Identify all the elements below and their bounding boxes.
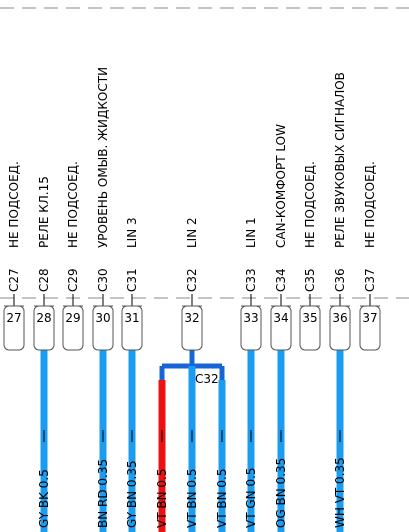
pin-id: C29 bbox=[66, 268, 80, 292]
wire-label: BN RD 0.35 bbox=[96, 459, 110, 528]
pin-id: C30 bbox=[96, 268, 110, 292]
pin-label: LIN 3 bbox=[125, 217, 139, 248]
pin-number: 27 bbox=[6, 311, 21, 325]
pin-label: РЕЛЕ ЗВУКОВЫХ СИГНАЛОВ bbox=[333, 72, 347, 248]
pin-label: LIN 1 bbox=[244, 217, 258, 248]
pin-label: CAN-КОМФОРТ LOW bbox=[274, 124, 288, 248]
wire-label: GY BN 0.35 bbox=[125, 460, 139, 528]
wire-label: OG BN 0.35 bbox=[274, 458, 288, 528]
pin-id: C37 bbox=[363, 268, 377, 292]
pin-number: 36 bbox=[332, 311, 347, 325]
pin-number: 32 bbox=[184, 311, 199, 325]
pin-id: C32 bbox=[185, 268, 199, 292]
pin-label: НЕ ПОДСОЕД. bbox=[303, 161, 317, 248]
pin-label: НЕ ПОДСОЕД. bbox=[66, 161, 80, 248]
pin-id: C33 bbox=[244, 268, 258, 292]
wire-label: VT BN 0.5 bbox=[215, 469, 229, 528]
wire-label: VT GN 0.5 bbox=[244, 467, 258, 528]
pin-id: C35 bbox=[303, 268, 317, 292]
pin-label: УРОВЕНЬ ОМЫВ. ЖИДКОСТИ bbox=[96, 67, 110, 248]
wire-label: VT BN 0.5 bbox=[185, 469, 199, 528]
pin-id: C34 bbox=[274, 268, 288, 292]
pin-id: C28 bbox=[37, 268, 51, 292]
pin-id: C31 bbox=[125, 268, 139, 292]
pin-number: 34 bbox=[273, 311, 288, 325]
pin-number: 29 bbox=[65, 311, 80, 325]
splice-label: C32 bbox=[195, 372, 219, 386]
wire-label: GY BK 0.5 bbox=[37, 469, 51, 528]
pin-id: C36 bbox=[333, 268, 347, 292]
pin-number: 35 bbox=[302, 311, 317, 325]
pin-number: 33 bbox=[243, 311, 258, 325]
wire-label: WH VT 0.35 bbox=[333, 457, 347, 528]
pin-label: НЕ ПОДСОЕД. bbox=[363, 161, 377, 248]
pin-number: 30 bbox=[95, 311, 110, 325]
pin-label: НЕ ПОДСОЕД. bbox=[7, 161, 21, 248]
wire-label: VT BN 0.5 bbox=[155, 469, 169, 528]
pin-id: C27 bbox=[7, 268, 21, 292]
pin-label: LIN 2 bbox=[185, 217, 199, 248]
pin-number: 28 bbox=[36, 311, 51, 325]
pin-number: 31 bbox=[124, 311, 139, 325]
pin-number: 37 bbox=[362, 311, 377, 325]
pin-label: РЕЛЕ КЛ.15 bbox=[37, 176, 51, 248]
